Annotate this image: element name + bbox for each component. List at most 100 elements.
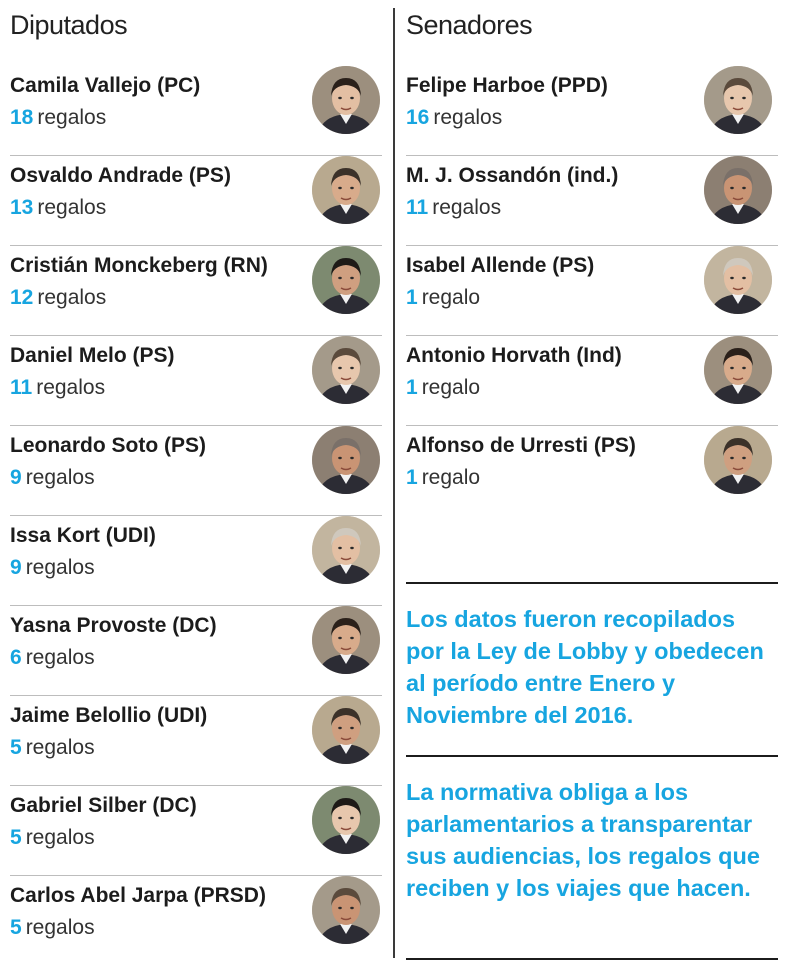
gift-count-number: 16 — [406, 106, 430, 129]
legislator-name: Gabriel Silber (DC) — [10, 794, 197, 817]
gift-count: 12 regalos — [10, 286, 106, 310]
legislator-name: M. J. Ossandón (ind.) — [406, 164, 619, 187]
notes-middle-rule — [406, 755, 778, 757]
portrait-photo-icon — [704, 246, 772, 314]
portrait-photo-icon — [704, 336, 772, 404]
portrait-photo-icon — [312, 696, 380, 764]
gift-count-unit: regalo — [421, 376, 481, 399]
gift-count: 1 regalo — [406, 286, 480, 310]
gift-count-number: 13 — [10, 196, 34, 219]
portrait-photo-icon — [312, 336, 380, 404]
gift-count-number: 12 — [10, 286, 34, 309]
legislator-name: Antonio Horvath (Ind) — [406, 344, 622, 367]
list-item: Isabel Allende (PS) 1 regalo — [406, 246, 778, 336]
gift-count: 11 regalos — [406, 196, 501, 220]
senadores-heading: Senadores — [406, 10, 533, 40]
list-item: Felipe Harboe (PPD) 16 regalos — [406, 66, 778, 156]
portrait-photo-icon — [312, 876, 380, 944]
gift-count: 5 regalos — [10, 736, 95, 760]
gift-count-unit: regalos — [25, 556, 95, 579]
legislator-name: Alfonso de Urresti (PS) — [406, 434, 636, 457]
gift-count-unit: regalos — [37, 106, 107, 129]
list-item: Osvaldo Andrade (PS) 13 regalos — [10, 156, 382, 246]
legislator-name: Jaime Belollio (UDI) — [10, 704, 208, 727]
gift-count-unit: regalo — [421, 466, 481, 489]
list-item: Camila Vallejo (PC) 18 regalos — [10, 66, 382, 156]
legislator-name: Osvaldo Andrade (PS) — [10, 164, 231, 187]
legislator-name: Cristián Monckeberg (RN) — [10, 254, 268, 277]
gift-count-unit: regalos — [25, 646, 95, 669]
gift-count: 11 regalos — [10, 376, 105, 400]
gift-count-unit: regalo — [421, 286, 481, 309]
portrait-photo-icon — [704, 66, 772, 134]
legislator-name: Daniel Melo (PS) — [10, 344, 175, 367]
gift-count-number: 5 — [10, 736, 22, 759]
gift-count: 9 regalos — [10, 466, 95, 490]
portrait-photo-icon — [312, 156, 380, 224]
gift-count-number: 5 — [10, 916, 22, 939]
gift-count-unit: regalos — [36, 376, 106, 399]
gift-count: 13 regalos — [10, 196, 106, 220]
legislator-name: Issa Kort (UDI) — [10, 524, 156, 547]
gift-count-unit: regalos — [25, 916, 95, 939]
portrait-photo-icon — [312, 516, 380, 584]
portrait-photo-icon — [312, 786, 380, 854]
gift-count-unit: regalos — [25, 466, 95, 489]
gift-count: 16 regalos — [406, 106, 502, 130]
gift-count-unit: regalos — [25, 826, 95, 849]
portrait-photo-icon — [704, 156, 772, 224]
gift-count-unit: regalos — [432, 196, 502, 219]
legislator-name: Isabel Allende (PS) — [406, 254, 595, 277]
diputados-heading: Diputados — [10, 10, 128, 40]
column-divider — [393, 8, 395, 958]
note-regulation: La normativa obliga a los parlamentarios… — [406, 779, 760, 901]
diputados-column: Diputados Camila Vallejo (PC) 18 regalos Os… — [10, 0, 382, 966]
gift-count: 5 regalos — [10, 916, 95, 940]
gift-count-unit: regalos — [37, 196, 107, 219]
legislator-name: Carlos Abel Jarpa (PRSD) — [10, 884, 266, 907]
portrait-photo-icon — [312, 606, 380, 674]
list-item: Yasna Provoste (DC) 6 regalos — [10, 606, 382, 696]
gift-count-number: 1 — [406, 376, 418, 399]
gift-count-unit: regalos — [37, 286, 107, 309]
note-data-source: Los datos fueron recopilados por la Ley … — [406, 606, 764, 728]
senadores-column: Senadores Felipe Harboe (PPD) 16 regalos M.… — [406, 0, 778, 516]
gift-count-number: 9 — [10, 556, 22, 579]
portrait-photo-icon — [704, 426, 772, 494]
legislator-name: Felipe Harboe (PPD) — [406, 74, 608, 97]
gift-count: 5 regalos — [10, 826, 95, 850]
portrait-photo-icon — [312, 66, 380, 134]
gift-count: 1 regalo — [406, 376, 480, 400]
senadores-list: Felipe Harboe (PPD) 16 regalos M. J. Ossand… — [406, 66, 778, 516]
gift-count: 9 regalos — [10, 556, 95, 580]
list-item: Issa Kort (UDI) 9 regalos — [10, 516, 382, 606]
list-item: Carlos Abel Jarpa (PRSD) 5 regalos — [10, 876, 382, 966]
portrait-photo-icon — [312, 426, 380, 494]
gift-count-unit: regalos — [433, 106, 503, 129]
portrait-photo-icon — [312, 246, 380, 314]
gift-count-number: 6 — [10, 646, 22, 669]
legislator-name: Leonardo Soto (PS) — [10, 434, 206, 457]
gift-count-number: 1 — [406, 466, 418, 489]
legislator-name: Camila Vallejo (PC) — [10, 74, 201, 97]
gift-count-number: 11 — [406, 196, 429, 219]
notes-bottom-rule — [406, 958, 778, 960]
gift-count-number: 18 — [10, 106, 34, 129]
notes-top-rule — [406, 582, 778, 584]
legislator-name: Yasna Provoste (DC) — [10, 614, 217, 637]
gift-count-number: 5 — [10, 826, 22, 849]
gift-count: 18 regalos — [10, 106, 106, 130]
list-item: Cristián Monckeberg (RN) 12 regalos — [10, 246, 382, 336]
list-item: Daniel Melo (PS) 11 regalos — [10, 336, 382, 426]
diputados-list: Camila Vallejo (PC) 18 regalos Osvaldo Andr… — [10, 66, 382, 966]
gift-count-unit: regalos — [25, 736, 95, 759]
gift-count: 6 regalos — [10, 646, 95, 670]
gift-count: 1 regalo — [406, 466, 480, 490]
list-item: Leonardo Soto (PS) 9 regalos — [10, 426, 382, 516]
list-item: Alfonso de Urresti (PS) 1 regalo — [406, 426, 778, 516]
gift-count-number: 11 — [10, 376, 33, 399]
list-item: Jaime Belollio (UDI) 5 regalos — [10, 696, 382, 786]
gift-count-number: 9 — [10, 466, 22, 489]
list-item: M. J. Ossandón (ind.) 11 regalos — [406, 156, 778, 246]
gift-count-number: 1 — [406, 286, 418, 309]
